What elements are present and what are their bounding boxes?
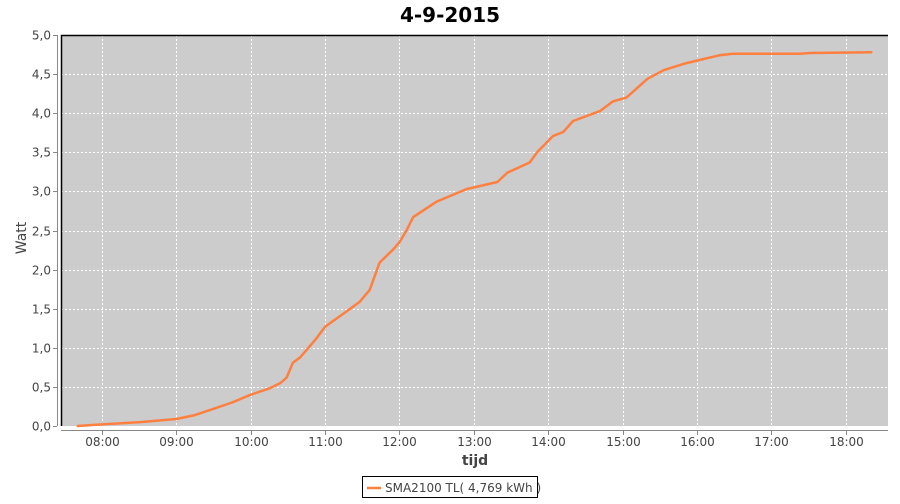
grid-lines <box>61 35 888 426</box>
data-point <box>194 414 196 416</box>
legend-label: SMA2100 TL( 4,769 kWh ) <box>385 481 541 495</box>
data-point <box>249 393 252 396</box>
data-point <box>536 151 538 154</box>
data-point <box>809 52 811 54</box>
data-point <box>662 69 665 71</box>
data-point <box>552 135 554 137</box>
x-tick-label: 11:00 <box>308 435 343 449</box>
y-tick-label: 4,0 <box>32 107 51 121</box>
x-tick-label: 14:00 <box>531 435 566 449</box>
y-tick-label: 1,0 <box>32 342 51 356</box>
legend: SMA2100 TL( 4,769 kWh ) <box>362 476 541 498</box>
y-tick-label: 3,5 <box>32 146 51 160</box>
data-point <box>799 53 801 55</box>
data-point <box>682 63 685 65</box>
y-tick-label: 5,0 <box>32 29 51 43</box>
x-tick-label: 18:00 <box>829 435 864 449</box>
x-tick-label: 15:00 <box>606 435 641 449</box>
data-point <box>698 59 701 61</box>
data-point <box>435 200 438 203</box>
data-point <box>871 51 873 53</box>
data-point <box>76 425 78 427</box>
data-point <box>344 311 346 314</box>
data-point <box>139 421 142 423</box>
y-tick-label: 0,5 <box>32 381 51 395</box>
chart-title: 4-9-2015 <box>400 3 500 27</box>
y-tick-label: 2,5 <box>32 225 51 239</box>
data-point <box>101 423 103 426</box>
data-point <box>212 408 215 410</box>
x-axis-ticks: 08:00 09:00 10:00 11:00 12:00 13:00 14:00 15:00… <box>85 431 864 449</box>
data-point <box>398 241 401 243</box>
x-tick-label: 12:00 <box>382 435 417 449</box>
data-point <box>611 100 614 103</box>
data-point <box>572 120 574 122</box>
y-tick-label: 0,0 <box>32 420 51 434</box>
data-point <box>368 289 371 291</box>
data-point <box>599 110 602 112</box>
x-tick-label: 16:00 <box>680 435 715 449</box>
data-point <box>465 188 468 190</box>
x-tick-label: 10:00 <box>234 435 269 449</box>
data-point <box>506 171 509 174</box>
data-point <box>378 261 381 264</box>
data-point <box>231 401 233 404</box>
data-point <box>562 131 564 133</box>
data-point <box>279 382 282 384</box>
data-point <box>299 356 302 359</box>
data-point <box>528 161 531 164</box>
data-point <box>359 300 361 303</box>
data-point <box>718 54 721 57</box>
y-tick-label: 4,5 <box>32 68 51 82</box>
legend-box <box>362 476 538 498</box>
data-point <box>268 387 271 390</box>
plot-frame <box>60 34 888 426</box>
y-axis-label: Watt <box>14 221 30 254</box>
y-tick-label: 1,5 <box>32 303 51 317</box>
data-point <box>392 248 395 251</box>
data-point <box>406 228 408 231</box>
data-point <box>496 181 499 183</box>
x-tick-label: 13:00 <box>457 435 492 449</box>
data-point <box>646 78 649 80</box>
data-point <box>175 418 178 420</box>
data-point <box>285 376 288 379</box>
x-axis-label: tijd <box>462 453 488 469</box>
data-point <box>732 53 734 55</box>
data-point <box>305 349 308 351</box>
series-layer <box>76 50 873 428</box>
data-point <box>324 325 326 328</box>
data-point <box>412 216 414 218</box>
data-point <box>625 96 628 99</box>
x-tick-label: 17:00 <box>754 435 789 449</box>
y-tick-label: 2,0 <box>32 264 51 278</box>
y-axis-ticks: 0,0 0,5 1,0 1,5 2,0 2,5 3,0 3,5 4,0 4,5 5,0 <box>32 29 57 434</box>
x-tick-label: 09:00 <box>159 435 194 449</box>
data-point <box>292 361 294 364</box>
y-tick-label: 3,0 <box>32 185 51 199</box>
data-point <box>315 337 318 340</box>
x-tick-label: 08:00 <box>85 435 120 449</box>
